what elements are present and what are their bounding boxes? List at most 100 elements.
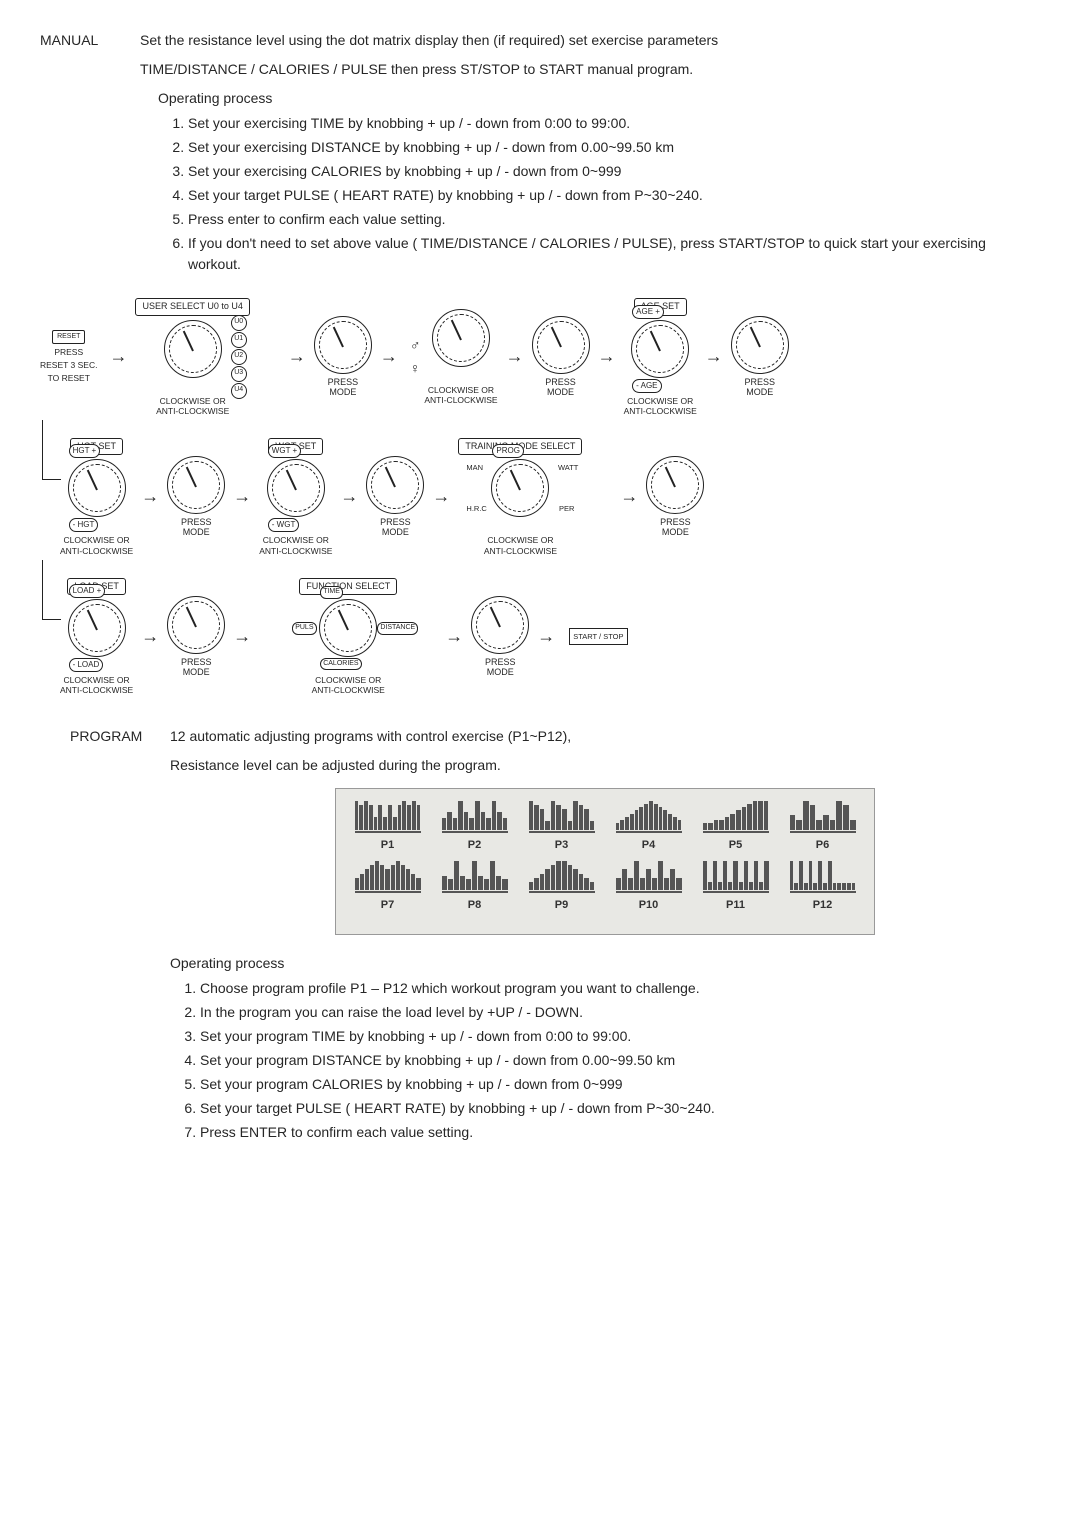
profile-graphic — [442, 861, 508, 893]
cwacw-caption: CLOCKWISE OR ANTI-CLOCKWISE — [156, 396, 229, 416]
dial-icon[interactable] — [432, 309, 490, 367]
cwacw-caption: CLOCKWISE OR ANTI-CLOCKWISE — [60, 535, 133, 555]
training-mode-node: TRAINING MODE SELECT PROG WATT MAN H.R.C… — [458, 438, 582, 556]
profile-label: P3 — [555, 837, 568, 854]
profile-cell: P7 — [348, 861, 428, 914]
mode-watt: WATT — [558, 462, 578, 473]
press-mode-node: PRESS MODE — [167, 596, 225, 678]
reset-line: TO RESET — [48, 372, 90, 385]
dial-icon[interactable] — [167, 596, 225, 654]
arrow-icon: → — [537, 623, 555, 650]
arrow-icon: → — [233, 483, 251, 510]
dial-icon[interactable] — [471, 596, 529, 654]
profile-label: P5 — [729, 837, 742, 854]
dial-icon[interactable] — [167, 456, 225, 514]
age-minus: - AGE — [632, 379, 661, 393]
wgt-minus: - WGT — [268, 518, 300, 532]
load-set-node: LOAD SET LOAD + - LOAD CLOCKWISE OR ANTI… — [60, 578, 133, 696]
profile-graphic — [703, 801, 769, 833]
profile-cell: P9 — [522, 861, 602, 914]
dial-icon[interactable]: U0 U1 U2 U3 U4 — [164, 320, 222, 378]
arrow-icon: → — [598, 343, 616, 370]
dial-icon[interactable] — [731, 316, 789, 374]
flow-row-3: LOAD SET LOAD + - LOAD CLOCKWISE OR ANTI… — [60, 578, 1040, 696]
dial-icon[interactable]: LOAD + - LOAD — [68, 599, 126, 657]
age-plus: AGE + — [632, 305, 664, 319]
profile-label: P1 — [381, 837, 394, 854]
profile-graphic — [355, 801, 421, 833]
arrow-icon: → — [620, 483, 638, 510]
arrow-icon: → — [380, 343, 398, 370]
arrow-icon: → — [141, 483, 159, 510]
load-minus: - LOAD — [69, 658, 104, 672]
function-select-label: FUNCTION SELECT — [299, 578, 397, 596]
start-stop-button[interactable]: START / STOP — [569, 628, 627, 645]
manual-label: MANUAL — [40, 30, 140, 278]
fn-cal: CALORIES — [320, 658, 361, 671]
dial-icon[interactable]: AGE + - AGE — [631, 320, 689, 378]
dial-icon[interactable] — [646, 456, 704, 514]
dial-icon[interactable]: PROG WATT MAN H.R.C PER — [491, 459, 549, 517]
profile-cell: P3 — [522, 801, 602, 854]
press-mode-node: PRESS MODE — [314, 316, 372, 398]
dial-icon[interactable]: HGT + - HGT — [68, 459, 126, 517]
profile-label: P12 — [813, 897, 833, 914]
program-op-heading: Operating process — [170, 953, 1040, 974]
profile-label: P8 — [468, 897, 481, 914]
hgt-plus: HGT + — [69, 444, 101, 458]
reset-button[interactable]: RESET — [52, 330, 85, 345]
profile-graphic — [529, 861, 595, 893]
user-bubble: U3 — [231, 366, 247, 382]
profile-row-2: P7P8P9P10P11P12 — [344, 861, 866, 914]
press-mode-label: PRESS MODE — [545, 378, 576, 398]
program-steps: Choose program profile P1 – P12 which wo… — [200, 978, 1040, 1143]
male-icon: ♂ — [410, 335, 421, 356]
press-mode-node: PRESS MODE — [532, 316, 590, 398]
profile-cell: P1 — [348, 801, 428, 854]
manual-steps: Set your exercising TIME by knobbing + u… — [188, 113, 1040, 275]
press-mode-node: PRESS MODE — [471, 596, 529, 678]
flow-diagram: RESET PRESS RESET 3 SEC. TO RESET → USER… — [40, 298, 1040, 696]
hgt-set-node: HGT SET HGT + - HGT CLOCKWISE OR ANTI-CL… — [60, 438, 133, 556]
program-step: Set your program TIME by knobbing + up /… — [200, 1026, 1040, 1047]
profile-label: P2 — [468, 837, 481, 854]
program-step: Set your target PULSE ( HEART RATE) by k… — [200, 1098, 1040, 1119]
cwacw-caption: CLOCKWISE OR ANTI-CLOCKWISE — [60, 675, 133, 695]
press-mode-label: PRESS MODE — [328, 378, 359, 398]
user-bubble: U1 — [231, 332, 247, 348]
mode-per: PER — [559, 503, 574, 514]
profile-box: P1P2P3P4P5P6 P7P8P9P10P11P12 — [335, 788, 875, 935]
press-mode-node: PRESS MODE — [167, 456, 225, 538]
profile-graphic — [616, 861, 682, 893]
manual-step: Press enter to confirm each value settin… — [188, 209, 1040, 230]
program-intro-1: 12 automatic adjusting programs with con… — [170, 726, 1040, 747]
dial-icon[interactable] — [366, 456, 424, 514]
profile-cell: P8 — [435, 861, 515, 914]
arrow-icon: → — [233, 623, 251, 650]
arrow-icon: → — [141, 623, 159, 650]
dial-icon[interactable]: WGT + - WGT — [267, 459, 325, 517]
profile-cell: P2 — [435, 801, 515, 854]
wgt-plus: WGT + — [268, 444, 301, 458]
arrow-icon: → — [445, 623, 463, 650]
reset-line: RESET 3 SEC. — [40, 359, 97, 372]
profile-label: P6 — [816, 837, 829, 854]
fn-dist: DISTANCE — [377, 622, 418, 635]
cwacw-caption: CLOCKWISE OR ANTI-CLOCKWISE — [259, 535, 332, 555]
manual-op-heading: Operating process — [158, 88, 1040, 109]
press-mode-label: PRESS MODE — [745, 378, 776, 398]
gender-icons: ♂♀ — [410, 335, 421, 379]
dial-icon[interactable]: TIME DISTANCE PULS CALORIES — [319, 599, 377, 657]
user-bubble: U4 — [231, 383, 247, 399]
wgt-set-node: WGT SET WGT + - WGT CLOCKWISE OR ANTI-CL… — [259, 438, 332, 556]
dial-icon[interactable] — [532, 316, 590, 374]
profile-cell: P5 — [696, 801, 776, 854]
manual-body: Set the resistance level using the dot m… — [140, 30, 1040, 278]
dial-icon[interactable] — [314, 316, 372, 374]
arrow-icon: → — [432, 483, 450, 510]
press-mode-label: PRESS MODE — [181, 658, 212, 678]
press-mode-node: PRESS MODE — [731, 316, 789, 398]
flow-row-1: RESET PRESS RESET 3 SEC. TO RESET → USER… — [40, 298, 1040, 416]
manual-intro-2: TIME/DISTANCE / CALORIES / PULSE then pr… — [140, 59, 1040, 80]
user-select-node: USER SELECT U0 to U4 U0 U1 U2 U3 U4 CLOC… — [135, 298, 249, 416]
